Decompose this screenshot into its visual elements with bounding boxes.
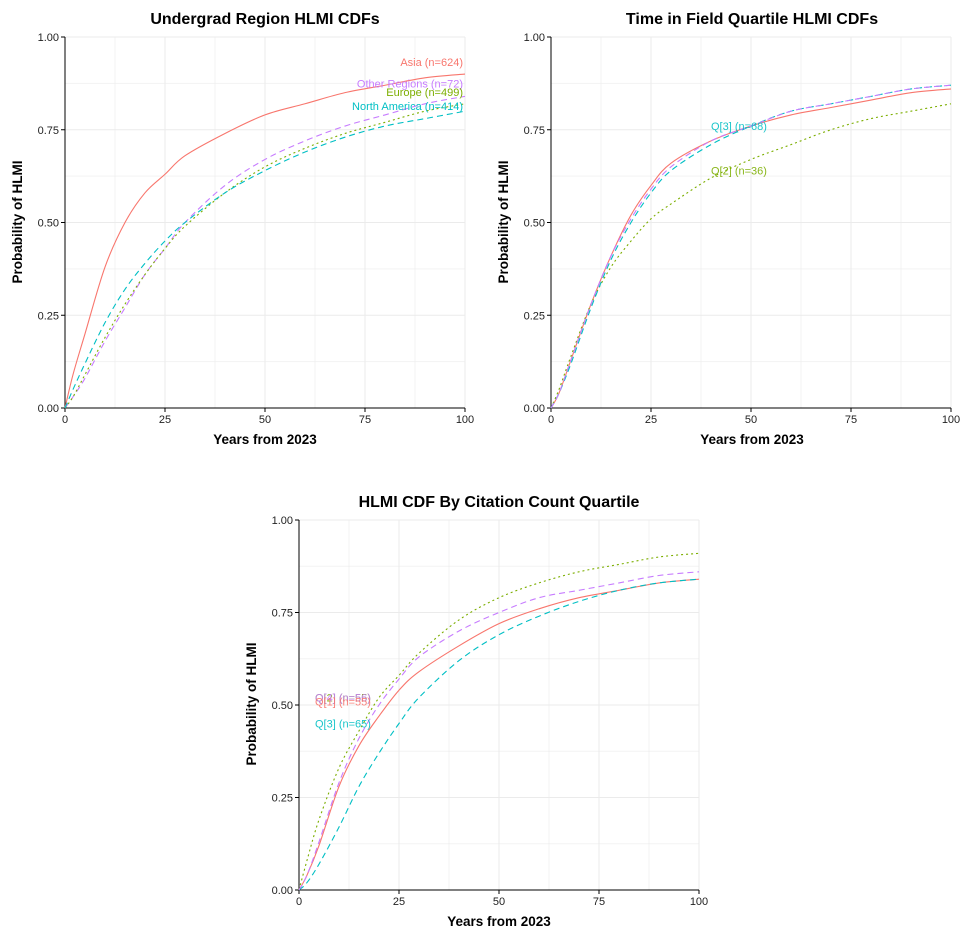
chart-time-in-field: Time in Field Quartile HLMI CDFs 0 25 50 75…: [496, 11, 960, 447]
x-tick-label: 75: [359, 414, 371, 426]
series-line: [298, 578, 700, 891]
series-line: [550, 84, 952, 409]
x-tick-label: 100: [690, 896, 708, 908]
y-tick-label: 0.00: [272, 885, 293, 897]
series-label: Q[2] (n=36): [711, 166, 767, 178]
y-tick-label: 0.00: [524, 403, 545, 415]
x-tick-label: 0: [296, 896, 302, 908]
series-label: Asia (n=624): [400, 57, 463, 69]
x-tick-label: 75: [593, 896, 605, 908]
y-tick-label: 0.00: [38, 403, 59, 415]
y-tick-label: 0.50: [272, 700, 293, 712]
x-tick-label: 25: [393, 896, 405, 908]
series-line: [64, 110, 466, 409]
chart-title: HLMI CDF By Citation Count Quartile: [359, 494, 640, 511]
series-line: [550, 88, 952, 409]
series-label: Europe (n=499): [386, 87, 463, 99]
series-label: Q[4] (n=56): [315, 693, 371, 705]
y-axis-title: Probability of HLMI: [10, 161, 25, 284]
y-tick-label: 0.75: [524, 125, 545, 137]
x-tick-label: 50: [745, 414, 757, 426]
chart-citation-count: HLMI CDF By Citation Count Quartile 0 25 5…: [244, 494, 708, 929]
y-tick-label: 0.50: [38, 218, 59, 230]
series-label: Q[2] (n=55): [315, 693, 371, 705]
chart-title: Time in Field Quartile HLMI CDFs: [626, 11, 878, 28]
series-label: Q[3] (n=68): [711, 121, 767, 133]
series-line: [64, 73, 466, 409]
series-label: North America (n=414): [352, 101, 463, 113]
x-tick-label: 0: [62, 414, 68, 426]
series-line: [298, 578, 700, 891]
x-tick-label: 0: [548, 414, 554, 426]
x-tick-label: 50: [493, 896, 505, 908]
series-label: Q[3] (n=65): [315, 719, 371, 731]
series-line: [550, 103, 952, 409]
y-tick-label: 1.00: [272, 515, 293, 527]
y-tick-label: 0.75: [38, 125, 59, 137]
x-tick-label: 75: [845, 414, 857, 426]
y-axis-title: Probability of HLMI: [496, 161, 511, 284]
chart-undergrad-region: Undergrad Region HLMI CDFs 0 25 50 75 100 0.0…: [10, 11, 474, 447]
x-axis-title: Years from 2023: [700, 432, 804, 447]
y-tick-label: 1.00: [524, 32, 545, 44]
x-tick-label: 50: [259, 414, 271, 426]
y-tick-label: 1.00: [38, 32, 59, 44]
series-line: [64, 103, 466, 409]
y-tick-label: 0.25: [524, 310, 545, 322]
x-tick-label: 25: [645, 414, 657, 426]
x-axis-title: Years from 2023: [213, 432, 317, 447]
x-tick-label: 100: [456, 414, 474, 426]
y-tick-label: 0.75: [272, 608, 293, 620]
series-label: Other Regions (n=72): [357, 78, 463, 90]
y-axis-title: Probability of HLMI: [244, 643, 259, 766]
y-tick-label: 0.50: [524, 218, 545, 230]
chart-title: Undergrad Region HLMI CDFs: [150, 11, 379, 28]
x-tick-label: 25: [159, 414, 171, 426]
y-tick-label: 0.25: [38, 310, 59, 322]
x-axis-title: Years from 2023: [447, 914, 551, 929]
series-label: Q[1] (n=55): [315, 696, 371, 708]
x-tick-label: 100: [942, 414, 960, 426]
y-tick-label: 0.25: [272, 793, 293, 805]
series-line: [298, 571, 700, 891]
series-line: [298, 552, 700, 891]
